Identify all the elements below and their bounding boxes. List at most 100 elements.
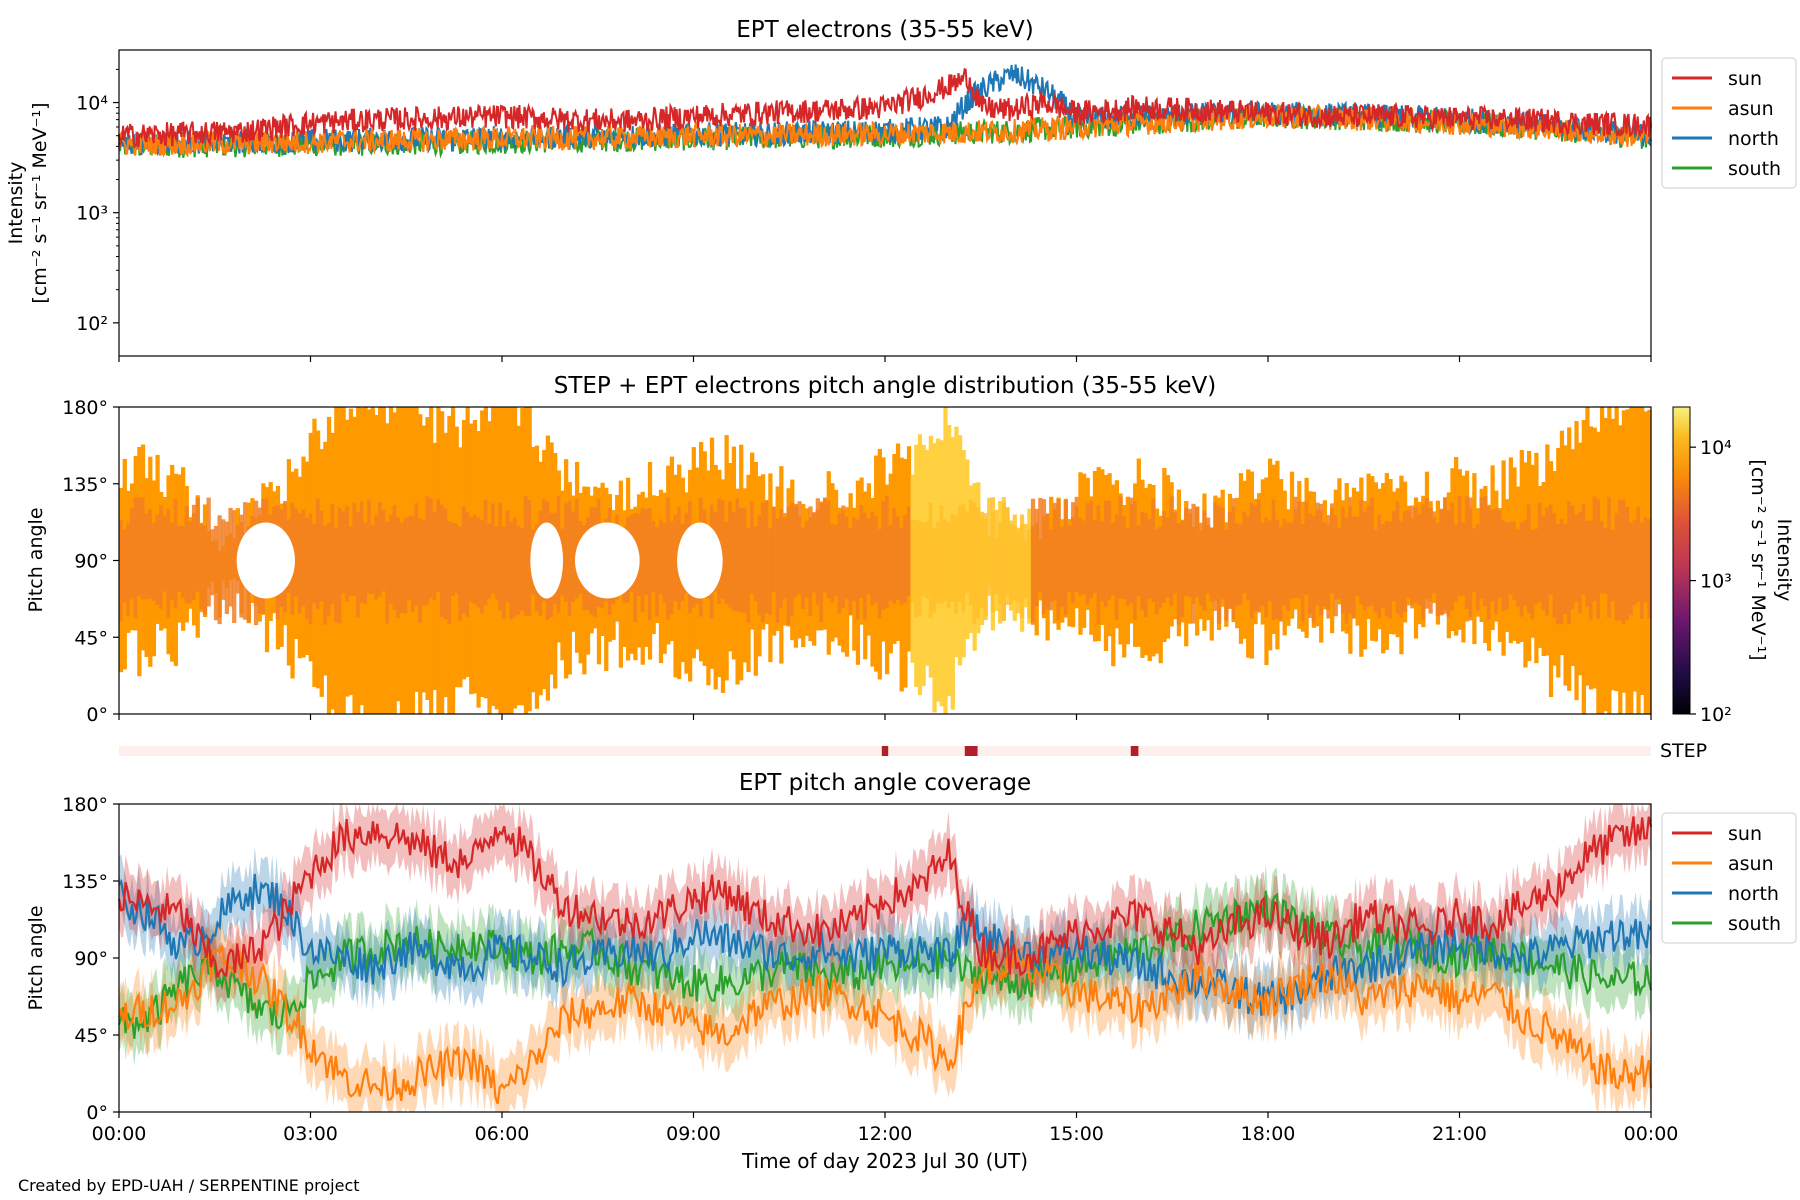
pad-center-band xyxy=(498,502,503,611)
pad-center-band xyxy=(1454,524,1459,602)
pad-center-band xyxy=(1632,519,1638,606)
pad-gap xyxy=(677,522,723,599)
pad-center-band xyxy=(465,512,470,617)
pad-center-band xyxy=(1432,511,1437,594)
pad-center-band xyxy=(392,505,397,610)
legend-label-south: south xyxy=(1728,913,1781,935)
legend-label-south: south xyxy=(1728,158,1781,180)
pad-center-band xyxy=(917,520,923,617)
coverage-ylabel: Pitch angle xyxy=(25,905,47,1010)
pad-center-band xyxy=(319,510,324,602)
pad-center-band xyxy=(1001,502,1006,621)
pad-center-band xyxy=(801,527,806,609)
pad-center-band xyxy=(432,511,437,601)
pad-center-band xyxy=(1041,499,1047,615)
step-mark xyxy=(881,746,889,756)
intensity-axes-frame xyxy=(118,49,1652,357)
pad-center-band xyxy=(1220,507,1225,600)
pad-center-band xyxy=(943,519,948,601)
pad-center-band xyxy=(764,500,769,613)
pad-center-band xyxy=(1293,496,1298,599)
pad-center-band xyxy=(1264,517,1269,618)
pad-center-band xyxy=(1227,511,1233,609)
pad-center-band xyxy=(1165,517,1171,598)
pad-center-band xyxy=(771,507,777,593)
step-mark xyxy=(1130,746,1139,756)
pad-center-band xyxy=(961,504,966,613)
pad-center-band xyxy=(1129,497,1134,604)
pad-center-band xyxy=(1045,514,1050,610)
pad-center-band xyxy=(1548,504,1554,595)
pad-center-band xyxy=(647,508,653,621)
pad-center-band xyxy=(1413,507,1419,604)
pad-center-band xyxy=(407,516,412,600)
pad-center-band xyxy=(1348,497,1353,614)
y-tick-label: 90° xyxy=(74,948,108,970)
pad-center-band xyxy=(1315,502,1320,606)
pad-center-band xyxy=(1038,497,1043,593)
legend-label-asun: asun xyxy=(1728,853,1774,875)
pad-center-band xyxy=(429,498,434,599)
pad-center-band xyxy=(133,497,138,618)
pad-center-band xyxy=(1592,496,1597,602)
pad-center-band xyxy=(232,510,237,623)
coverage-panel: EPT pitch angle coverage 0° 45° 90° 135° 180… xyxy=(25,770,1797,1173)
y-tick-label: 180° xyxy=(62,794,108,816)
pad-center-band xyxy=(1490,509,1495,602)
pad-center-band xyxy=(979,511,985,609)
pad-center-band xyxy=(1238,524,1244,605)
pad-panel: STEP + EPT electrons pitch angle distrib… xyxy=(25,373,1795,726)
pad-center-band xyxy=(308,513,313,625)
pad-center-band xyxy=(162,515,168,592)
pad-center-band xyxy=(520,527,525,611)
pad-center-band xyxy=(1319,503,1324,615)
pad-center-band xyxy=(947,521,952,608)
pad-center-band xyxy=(505,510,510,603)
intensity-yunit: [cm⁻² s⁻¹ sr⁻¹ MeV⁻¹] xyxy=(29,102,51,303)
pad-center-band xyxy=(728,501,733,608)
pad-center-band xyxy=(301,509,306,607)
pad-center-band xyxy=(1552,513,1557,618)
pad-center-band xyxy=(1603,528,1608,594)
pad-center-band xyxy=(957,505,963,602)
pad-center-band xyxy=(1118,496,1123,599)
pad-center-band xyxy=(151,523,157,601)
pad-center-band xyxy=(1107,500,1112,601)
pad-center-band xyxy=(341,511,346,594)
pad-center-band xyxy=(793,506,799,598)
pad-center-band xyxy=(1173,512,1178,594)
y-tick-label: 10² xyxy=(76,313,108,335)
pad-center-band xyxy=(1151,498,1156,602)
pad-center-band xyxy=(885,495,890,609)
pad-center-band xyxy=(356,512,361,618)
pad-center-band xyxy=(1271,499,1276,620)
y-tick-label: 90° xyxy=(74,551,108,573)
pad-center-band xyxy=(1541,516,1546,611)
pad-center-band xyxy=(1092,520,1098,594)
pad-center-band xyxy=(1147,519,1152,599)
legend-label-sun: sun xyxy=(1728,68,1762,90)
pad-center-band xyxy=(720,499,726,599)
pad-center-band xyxy=(148,508,153,599)
pad-center-band xyxy=(870,511,875,606)
pad-center-band xyxy=(294,508,299,597)
pad-center-band xyxy=(1610,529,1616,602)
coverage-legend-frame xyxy=(1661,812,1797,944)
pad-center-band xyxy=(644,508,649,595)
pad-center-band xyxy=(363,522,368,605)
legend-label-sun: sun xyxy=(1728,823,1762,845)
pad-center-band xyxy=(822,497,828,593)
pad-center-band xyxy=(899,527,904,605)
pad-center-band xyxy=(1143,513,1149,618)
intensity-panel: EPT electrons (35-55 keV) 10² 10³ 10⁴ Inte… xyxy=(5,17,1797,362)
pad-center-band xyxy=(735,498,740,612)
pad-center-band xyxy=(1005,507,1010,605)
pad-center-band xyxy=(1333,515,1338,617)
pad-center-band xyxy=(881,501,886,610)
pad-center-band xyxy=(1581,504,1586,595)
pad-center-band xyxy=(458,526,463,621)
pad-center-band xyxy=(775,518,780,623)
pad-center-band xyxy=(1282,518,1287,606)
pad-center-band xyxy=(516,525,521,615)
x-tick-label: 15:00 xyxy=(1049,1123,1104,1145)
